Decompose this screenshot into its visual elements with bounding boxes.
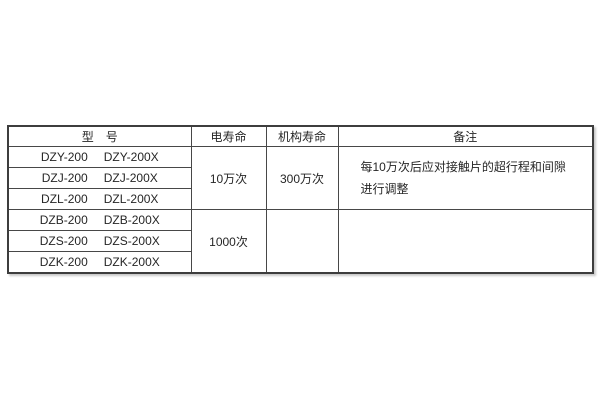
model-code-variant: DZL-200X <box>103 192 159 206</box>
header-row: 型 号 电寿命 机构寿命 备注 <box>7 125 594 147</box>
table-row-dzy: DZY-200 DZY-200X 10万次 300万次 每10万次后应对接触片的… <box>7 146 594 210</box>
model-pair: DZL-200 DZL-200X <box>9 192 190 206</box>
remark-cell-group1: 每10万次后应对接触片的超行程和间隙 进行调整 <box>337 146 594 210</box>
table-row-dzj: DZJ-200 DZJ-200X <box>7 167 593 189</box>
remark-line-1: 每10万次后应对接触片的超行程和间隙 <box>360 160 566 174</box>
model-pair: DZK-200 DZK-200X <box>9 255 190 269</box>
mechanical-life-cell-group2 <box>265 209 339 274</box>
model-code: DZS-200 <box>39 234 88 248</box>
table-row-dzs: DZS-200 DZS-200X <box>7 230 593 252</box>
model-cell-dzj: DZJ-200 DZJ-200X <box>7 167 192 189</box>
model-pair: DZJ-200 DZJ-200X <box>9 171 190 185</box>
model-cell-dzl: DZL-200 DZL-200X <box>7 188 192 210</box>
remark-line-2: 进行调整 <box>360 182 409 196</box>
table-row-dzl: DZL-200 DZL-200X <box>7 188 593 210</box>
model-code-variant: DZB-200X <box>103 213 160 227</box>
model-cell-dzb: DZB-200 DZB-200X <box>7 209 192 231</box>
spec-table-container: 型 号 电寿命 机构寿命 备注 DZY-200 DZY-200X 10万次 <box>7 125 594 274</box>
model-code: DZB-200 <box>39 213 88 227</box>
model-code-variant: DZK-200X <box>103 255 160 269</box>
model-code: DZJ-200 <box>41 171 88 185</box>
model-pair: DZB-200 DZB-200X <box>9 213 190 227</box>
model-code-variant: DZY-200X <box>103 150 159 164</box>
header-model: 型 号 <box>7 125 192 147</box>
model-code-variant: DZJ-200X <box>103 171 158 185</box>
header-remarks: 备注 <box>337 125 594 147</box>
model-code: DZL-200 <box>41 192 88 206</box>
model-pair: DZS-200 DZS-200X <box>9 234 190 248</box>
model-code-variant: DZS-200X <box>103 234 160 248</box>
model-code: DZK-200 <box>39 255 88 269</box>
header-mechanical-life: 机构寿命 <box>265 125 339 147</box>
model-cell-dzy: DZY-200 DZY-200X <box>7 146 192 168</box>
model-cell-dzk: DZK-200 DZK-200X <box>7 251 192 274</box>
electrical-life-cell-group1: 10万次 <box>190 146 267 210</box>
electrical-life-cell-group2: 1000次 <box>190 209 267 274</box>
model-pair: DZY-200 DZY-200X <box>9 150 190 164</box>
model-cell-dzs: DZS-200 DZS-200X <box>7 230 192 252</box>
header-electrical-life: 电寿命 <box>190 125 267 147</box>
remark-cell-group2 <box>337 209 594 274</box>
mechanical-life-cell-group1: 300万次 <box>265 146 339 210</box>
model-code: DZY-200 <box>40 150 88 164</box>
relay-life-spec-table: 型 号 电寿命 机构寿命 备注 DZY-200 DZY-200X 10万次 <box>7 125 594 274</box>
table-row-dzb: DZB-200 DZB-200X 1000次 <box>7 209 594 274</box>
table-row-dzk: DZK-200 DZK-200X <box>7 251 593 274</box>
